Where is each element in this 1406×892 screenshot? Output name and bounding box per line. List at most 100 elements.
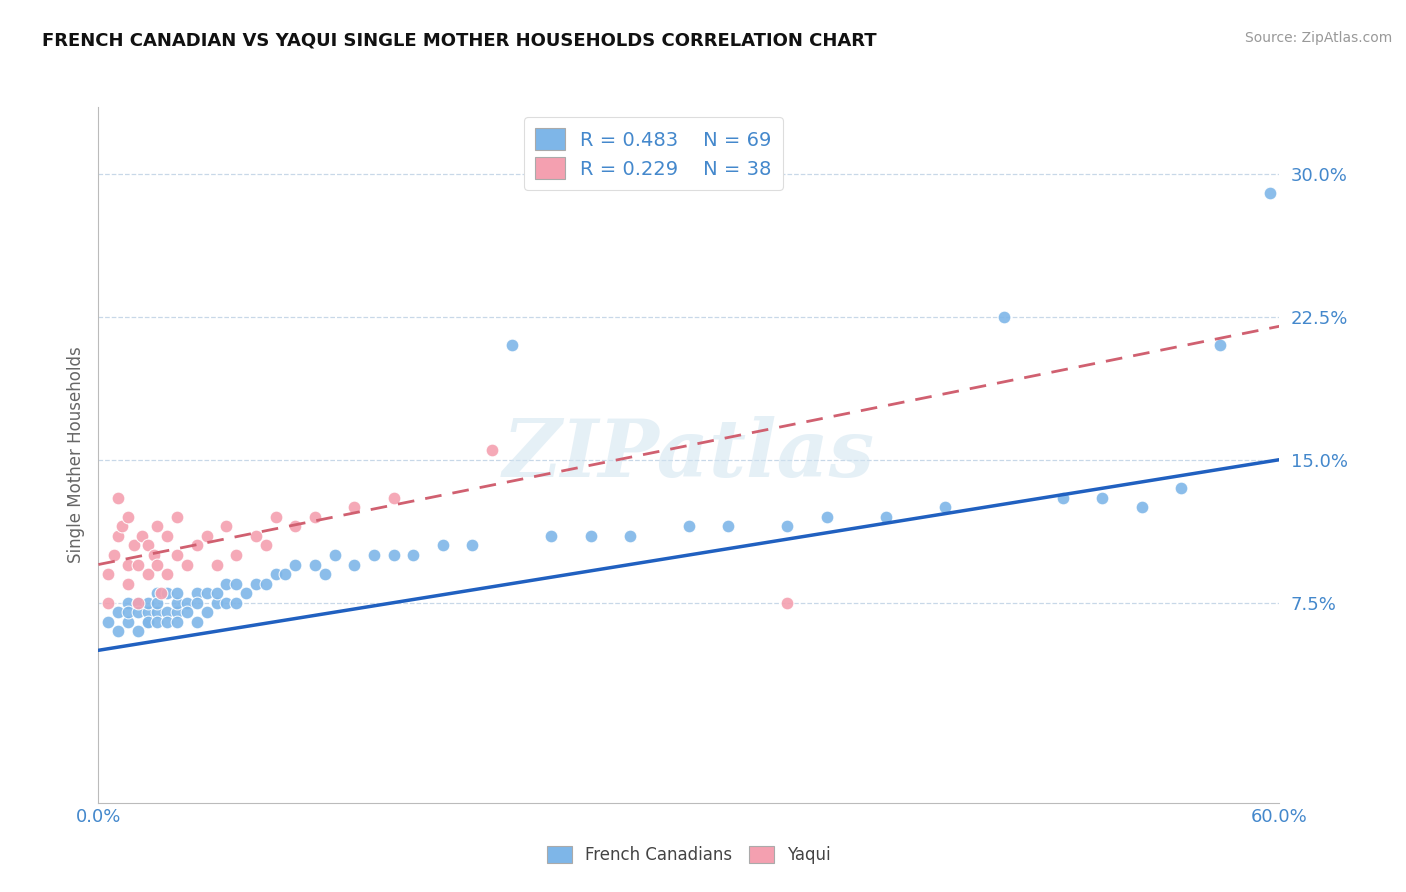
Point	[156, 615, 179, 629]
Point	[146, 558, 169, 572]
Point	[343, 500, 366, 515]
Point	[205, 558, 228, 572]
Point	[579, 529, 602, 543]
Point	[127, 605, 149, 619]
Point	[195, 586, 218, 600]
Point	[127, 558, 149, 572]
Point	[150, 586, 173, 600]
Point	[166, 509, 188, 524]
Point	[136, 615, 159, 629]
Point	[304, 558, 326, 572]
Point	[274, 567, 297, 582]
Point	[156, 605, 179, 619]
Point	[136, 567, 159, 582]
Point	[717, 519, 740, 533]
Point	[186, 586, 208, 600]
Point	[382, 491, 405, 505]
Point	[195, 529, 218, 543]
Point	[107, 529, 129, 543]
Point	[264, 509, 287, 524]
Point	[117, 605, 139, 619]
Text: Source: ZipAtlas.com: Source: ZipAtlas.com	[1244, 31, 1392, 45]
Point	[432, 539, 454, 553]
Point	[166, 605, 188, 619]
Point	[235, 586, 257, 600]
Point	[176, 558, 198, 572]
Point	[111, 519, 134, 533]
Text: FRENCH CANADIAN VS YAQUI SINGLE MOTHER HOUSEHOLDS CORRELATION CHART: FRENCH CANADIAN VS YAQUI SINGLE MOTHER H…	[42, 31, 877, 49]
Point	[122, 539, 145, 553]
Point	[117, 615, 139, 629]
Point	[146, 519, 169, 533]
Point	[619, 529, 641, 543]
Point	[146, 605, 169, 619]
Point	[156, 567, 179, 582]
Point	[176, 596, 198, 610]
Point	[254, 539, 277, 553]
Point	[245, 529, 267, 543]
Point	[186, 596, 208, 610]
Point	[117, 596, 139, 610]
Y-axis label: Single Mother Households: Single Mother Households	[66, 347, 84, 563]
Point	[166, 615, 188, 629]
Point	[501, 338, 523, 352]
Point	[481, 443, 503, 458]
Point	[166, 596, 188, 610]
Point	[215, 576, 238, 591]
Point	[205, 596, 228, 610]
Point	[815, 509, 838, 524]
Point	[103, 548, 125, 562]
Text: ZIPatlas: ZIPatlas	[503, 417, 875, 493]
Point	[776, 596, 799, 610]
Point	[284, 558, 307, 572]
Point	[314, 567, 336, 582]
Point	[1130, 500, 1153, 515]
Point	[264, 567, 287, 582]
Point	[156, 529, 179, 543]
Point	[186, 615, 208, 629]
Point	[205, 586, 228, 600]
Point	[215, 519, 238, 533]
Point	[875, 509, 897, 524]
Point	[166, 548, 188, 562]
Point	[127, 596, 149, 610]
Point	[678, 519, 700, 533]
Point	[304, 509, 326, 524]
Point	[131, 529, 153, 543]
Point	[117, 558, 139, 572]
Point	[363, 548, 385, 562]
Point	[127, 596, 149, 610]
Point	[136, 605, 159, 619]
Point	[117, 576, 139, 591]
Point	[1258, 186, 1281, 200]
Point	[136, 539, 159, 553]
Point	[146, 615, 169, 629]
Point	[107, 491, 129, 505]
Point	[776, 519, 799, 533]
Point	[146, 586, 169, 600]
Point	[136, 596, 159, 610]
Point	[127, 624, 149, 639]
Point	[186, 539, 208, 553]
Point	[176, 605, 198, 619]
Point	[107, 605, 129, 619]
Point	[461, 539, 484, 553]
Point	[97, 567, 120, 582]
Point	[156, 586, 179, 600]
Point	[1170, 481, 1192, 495]
Point	[1052, 491, 1074, 505]
Point	[323, 548, 346, 562]
Point	[1209, 338, 1232, 352]
Point	[215, 596, 238, 610]
Point	[142, 548, 165, 562]
Point	[97, 596, 120, 610]
Point	[382, 548, 405, 562]
Point	[343, 558, 366, 572]
Point	[1091, 491, 1114, 505]
Point	[146, 596, 169, 610]
Point	[934, 500, 956, 515]
Point	[166, 586, 188, 600]
Point	[117, 509, 139, 524]
Point	[225, 548, 247, 562]
Point	[107, 624, 129, 639]
